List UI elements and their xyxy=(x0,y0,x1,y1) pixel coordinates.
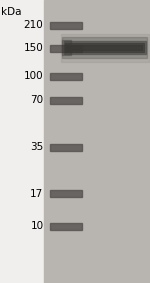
Text: 35: 35 xyxy=(30,142,44,152)
Text: 150: 150 xyxy=(24,43,44,53)
Bar xyxy=(44,0,150,283)
Bar xyxy=(62,40,71,55)
Bar xyxy=(50,190,82,198)
Text: kDa: kDa xyxy=(2,7,22,17)
Bar xyxy=(50,73,82,80)
Bar xyxy=(50,22,82,29)
Bar xyxy=(50,44,82,52)
Text: 10: 10 xyxy=(30,221,44,231)
Bar xyxy=(50,223,82,230)
Text: 17: 17 xyxy=(30,189,44,199)
Text: 210: 210 xyxy=(24,20,44,31)
Bar xyxy=(50,97,82,104)
Bar xyxy=(67,45,142,50)
Bar xyxy=(0,0,44,283)
Bar xyxy=(61,34,148,62)
Bar xyxy=(64,41,146,54)
Text: 70: 70 xyxy=(30,95,44,106)
Bar xyxy=(62,37,147,58)
Bar xyxy=(50,144,82,151)
Text: 100: 100 xyxy=(24,71,44,82)
Bar xyxy=(65,43,144,52)
